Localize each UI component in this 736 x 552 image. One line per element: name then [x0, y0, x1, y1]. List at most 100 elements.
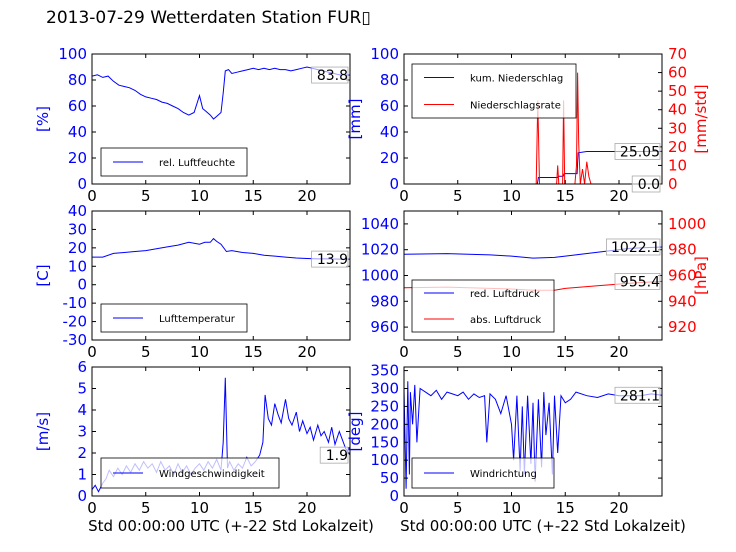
precipitation-series-0-line: [404, 150, 662, 184]
precipitation-ytick-label: 60: [380, 97, 399, 115]
wind-speed-ytick-label: 6: [77, 358, 87, 376]
precipitation-ylabel: [mm]: [346, 99, 364, 140]
pressure-ytick-label: 960: [370, 318, 399, 336]
precipitation-xtick-label: 15: [556, 187, 575, 205]
wind-direction-ytick-label: 250: [370, 397, 399, 415]
temperature-ytick-label: 40: [68, 202, 87, 220]
wind-direction-xlabel: Std 00:00:00 UTC (+-22 Std Lokalzeit): [400, 517, 686, 535]
wind-speed-ylabel: [m/s]: [34, 412, 52, 451]
wind-direction-xtick-label: 0: [399, 499, 409, 517]
precipitation-xtick-label: 0: [399, 187, 409, 205]
wind-speed-ytick-label: 5: [77, 380, 87, 398]
wind-direction-ytick-label: 200: [370, 415, 399, 433]
precipitation-xtick-label: 5: [453, 187, 463, 205]
precipitation-legend-label: kum. Niederschlag: [470, 74, 563, 85]
temperature-ytick-label: 30: [68, 220, 87, 238]
wind-direction-xtick-label: 10: [502, 499, 521, 517]
pressure-legend: [411, 279, 555, 333]
temperature-ytick-label: 0: [77, 276, 87, 294]
pressure-ytick-label: 1000: [361, 267, 399, 285]
wind-speed-ytick-label: 4: [77, 401, 87, 419]
temperature-xtick-label: 10: [190, 343, 209, 361]
wind-speed-xlabel: Std 00:00:00 UTC (+-22 Std Lokalzeit): [88, 517, 374, 535]
pressure-value-box2-frame: [614, 273, 661, 290]
temperature-ylabel: [C]: [34, 264, 52, 286]
humidity-ytick-label: 0: [77, 175, 87, 193]
precipitation-y2tick-label: 50: [668, 82, 687, 100]
pressure-y2tick-label: 940: [668, 292, 697, 310]
humidity-xtick-label: 20: [297, 187, 316, 205]
precipitation-value-box2: 0.0: [638, 177, 660, 193]
pressure-xtick-label: 10: [502, 343, 521, 361]
wind-direction-xtick-label: 15: [556, 499, 575, 517]
wind-direction-legend-label: Windrichtung: [470, 469, 537, 480]
wind-speed-ytick-label: 2: [77, 444, 87, 462]
temperature-series-0-line: [92, 237, 350, 260]
wind-speed-value-box-frame: [319, 446, 349, 464]
pressure-value-box: 1022.1: [611, 240, 660, 256]
humidity-ytick-label: 60: [68, 97, 87, 115]
pressure-value-box2: 955.4: [620, 274, 660, 290]
temperature-frame: [91, 210, 351, 341]
precipitation-xtick-label: 20: [609, 187, 628, 205]
precipitation-y2tick-label: 20: [668, 138, 687, 156]
wind-direction-ytick-label: 350: [370, 362, 399, 380]
wind-direction-ytick-label: 50: [380, 469, 399, 487]
precipitation-frame: [403, 53, 663, 185]
wind-speed-xtick-label: 20: [297, 499, 316, 517]
wind-speed-value-box: 1.9: [326, 448, 348, 464]
precipitation-ytick-label: 40: [380, 123, 399, 141]
wind-speed-ytick-label: 1: [77, 466, 87, 484]
temperature-ytick-label: -20: [63, 313, 88, 331]
wind-direction-xtick-label: 20: [609, 499, 628, 517]
wind-speed-ytick-label: 0: [77, 487, 87, 505]
humidity-ytick-label: 40: [68, 123, 87, 141]
humidity-legend-label: rel. Luftfeuchte: [159, 158, 235, 169]
precipitation-legend: [411, 63, 577, 119]
temperature-value-box: 13.9: [317, 252, 348, 268]
pressure-ytick-label: 1040: [361, 215, 399, 233]
precipitation-y2tick-label: 40: [668, 101, 687, 119]
wind-direction-frame: [403, 366, 663, 497]
pressure-legend-label: red. Luftdruck: [470, 289, 540, 300]
humidity-xtick-label: 5: [141, 187, 151, 205]
precipitation-value-box: 25.05: [620, 144, 660, 160]
humidity-series-0-line: [92, 66, 350, 120]
precipitation-y2tick-label: 60: [668, 64, 687, 82]
wind-direction-value-box-frame: [614, 386, 661, 404]
precipitation-legend-label: Niederschlagsrate: [470, 101, 561, 112]
precipitation-series-1-line: [404, 72, 662, 184]
wind-direction-ytick-label: 150: [370, 433, 399, 451]
humidity-ytick-label: 20: [68, 149, 87, 167]
precipitation-y2tick-label: 0: [668, 175, 678, 193]
temperature-xtick-label: 0: [87, 343, 97, 361]
humidity-xtick-label: 10: [190, 187, 209, 205]
temperature-legend-label: Lufttemperatur: [159, 314, 236, 325]
humidity-ytick-label: 80: [68, 71, 87, 89]
temperature-xtick-label: 20: [297, 343, 316, 361]
precipitation-y2label: [mm/std]: [692, 84, 710, 153]
precipitation-value-box-frame: [614, 143, 661, 160]
wind-direction-ytick-label: 100: [370, 451, 399, 469]
humidity-value-box-frame: [311, 66, 349, 84]
precipitation-ytick-label: 20: [380, 149, 399, 167]
pressure-xtick-label: 15: [556, 343, 575, 361]
pressure-y2tick-label: 980: [668, 241, 697, 259]
precipitation-value-box2-frame: [631, 175, 661, 193]
wind-direction-ytick-label: 0: [389, 487, 399, 505]
humidity-frame: [91, 53, 351, 185]
precipitation-xtick-label: 10: [502, 187, 521, 205]
humidity-xtick-label: 0: [87, 187, 97, 205]
temperature-ytick-label: 20: [68, 239, 87, 257]
humidity-xtick-label: 15: [244, 187, 263, 205]
temperature-ytick-label: -10: [63, 294, 88, 312]
pressure-xtick-label: 20: [609, 343, 628, 361]
temperature-xtick-label: 15: [244, 343, 263, 361]
wind-speed-xtick-label: 10: [190, 499, 209, 517]
precipitation-ytick-label: 0: [389, 175, 399, 193]
temperature-xtick-label: 5: [141, 343, 151, 361]
temperature-ytick-label: 10: [68, 257, 87, 275]
temperature-ytick-label: -30: [63, 331, 88, 349]
precipitation-y2tick-label: 10: [668, 156, 687, 174]
